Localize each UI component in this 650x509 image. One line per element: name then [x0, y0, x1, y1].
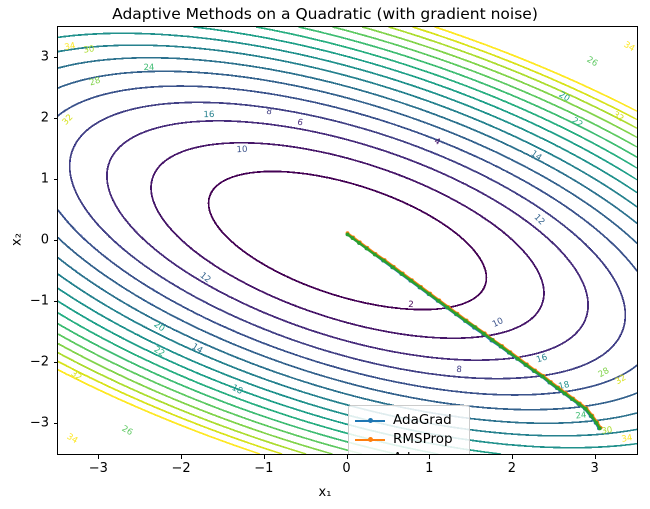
plot-area: 2 4 6 8 8 10 10 12 12 14 14 16 16 18 18 20 20 22 22 24 24 26 2… [57, 26, 638, 455]
page-title: Adaptive Methods on a Quadratic (with gr… [0, 5, 650, 23]
